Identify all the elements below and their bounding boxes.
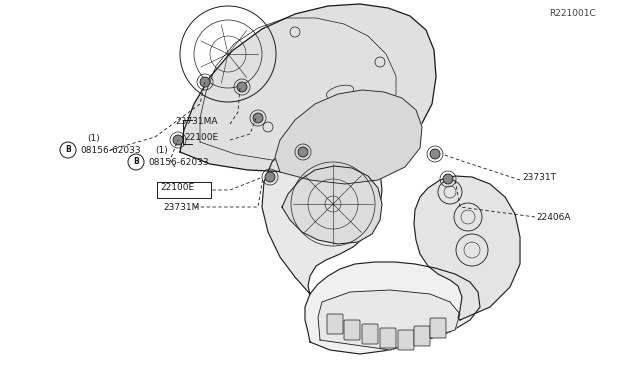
Text: 23731M: 23731M <box>163 203 200 212</box>
Circle shape <box>200 77 210 87</box>
Text: 23731MA: 23731MA <box>175 117 218 126</box>
FancyBboxPatch shape <box>344 320 360 340</box>
Polygon shape <box>282 166 382 244</box>
FancyBboxPatch shape <box>157 182 211 198</box>
Polygon shape <box>180 4 436 172</box>
FancyBboxPatch shape <box>362 324 378 344</box>
Polygon shape <box>305 262 480 354</box>
Text: R221001C: R221001C <box>549 10 596 19</box>
Polygon shape <box>275 90 422 184</box>
Circle shape <box>237 82 247 92</box>
Text: 08156-62033: 08156-62033 <box>148 158 209 167</box>
Text: B: B <box>65 145 71 154</box>
Circle shape <box>253 113 263 123</box>
Polygon shape <box>262 134 382 294</box>
Circle shape <box>265 172 275 182</box>
Circle shape <box>173 135 183 145</box>
Text: 22406A: 22406A <box>536 213 570 222</box>
Text: B: B <box>133 157 139 167</box>
FancyBboxPatch shape <box>380 328 396 348</box>
Polygon shape <box>318 290 460 350</box>
Text: 22100E: 22100E <box>160 183 194 192</box>
Circle shape <box>443 174 453 184</box>
FancyBboxPatch shape <box>430 318 446 338</box>
Polygon shape <box>414 176 520 320</box>
Text: (1): (1) <box>155 146 168 155</box>
Text: 23731T: 23731T <box>522 173 556 182</box>
Text: (1): (1) <box>87 134 100 143</box>
Circle shape <box>298 147 308 157</box>
Circle shape <box>430 149 440 159</box>
Text: 08156-62033: 08156-62033 <box>80 146 141 155</box>
FancyBboxPatch shape <box>398 330 414 350</box>
Text: 22100E: 22100E <box>184 133 218 142</box>
FancyBboxPatch shape <box>327 314 343 334</box>
FancyBboxPatch shape <box>414 326 430 346</box>
